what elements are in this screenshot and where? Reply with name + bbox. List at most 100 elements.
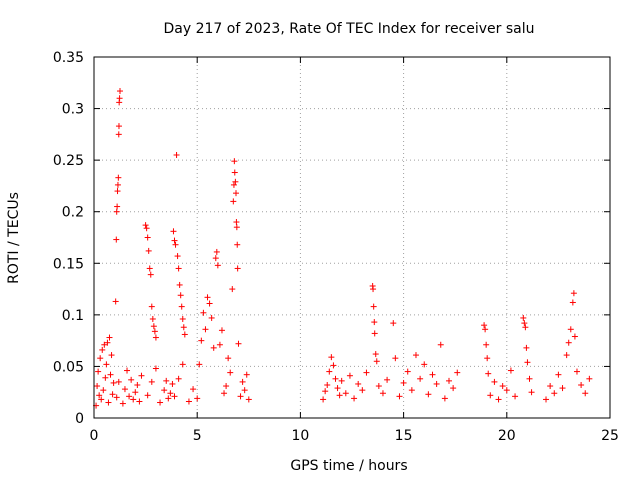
data-point [198,337,205,344]
data-point [115,174,122,181]
data-point [522,324,529,331]
data-point [441,395,448,402]
data-point [570,290,577,297]
data-point [370,286,377,293]
data-point [328,354,335,361]
y-tick-label: 0 [75,411,84,427]
data-point [392,355,399,362]
data-point [425,391,432,398]
data-point [98,396,105,403]
data-point [213,248,220,255]
data-point [372,351,379,358]
data-point [212,255,219,262]
data-point [390,320,397,327]
data-point [218,327,225,334]
data-point [233,190,240,197]
data-point [412,352,419,359]
x-tick-label: 5 [193,428,202,444]
y-axis-label: ROTI / TECUs [6,192,22,284]
x-tick-label: 15 [395,428,413,444]
grid-lines [94,57,610,418]
data-point [230,181,237,188]
data-point [171,393,178,400]
data-point [526,375,533,382]
data-point [450,385,457,392]
data-point [146,265,153,272]
y-tick-label: 0.25 [53,153,84,169]
data-point [175,265,182,272]
data-point [559,385,566,392]
data-point [396,393,403,400]
data-point [196,361,203,368]
chart-title: Day 217 of 2023, Rate Of TEC Index for r… [163,21,534,37]
data-point [175,375,182,382]
data-point [239,378,246,385]
data-point [547,383,554,390]
data-point [114,203,121,210]
data-point [487,392,494,399]
data-point [185,398,192,405]
x-tick-label: 20 [498,428,516,444]
data-point [571,333,578,340]
data-point [200,309,207,316]
data-point [105,399,112,406]
data-point [100,387,107,394]
data-point [379,390,386,397]
y-tick-label: 0.05 [53,359,84,375]
data-point [97,355,104,362]
data-point [108,352,115,359]
data-point [117,88,124,95]
data-point [491,378,498,385]
y-tick-label: 0.2 [62,205,84,221]
data-point [384,376,391,383]
y-tick-label: 0.1 [62,308,84,324]
data-point [484,355,491,362]
data-point [121,386,128,393]
data-point [241,387,248,394]
data-point [446,377,453,384]
data-point [578,381,585,388]
data-point [231,169,238,176]
data-point [324,381,331,388]
data-point [320,396,327,403]
data-point [142,222,149,229]
data-point [145,247,152,254]
data-point [119,400,126,407]
data-point [115,131,122,138]
data-point [326,368,333,375]
data-point [132,389,139,396]
data-point [363,369,370,376]
data-point [437,341,444,348]
data-point [115,123,122,130]
data-point [373,358,380,365]
data-point [371,319,378,326]
y-tick-label: 0.15 [53,256,84,272]
data-point [351,395,358,402]
data-point [204,294,211,301]
data-point [157,399,164,406]
data-point [102,374,109,381]
data-point [417,375,424,382]
data-point [138,372,145,379]
data-point [181,331,188,338]
data-point [495,396,502,403]
data-point [528,389,535,396]
data-point [221,390,228,397]
data-point [106,334,113,341]
data-point [171,237,178,244]
data-point [483,341,490,348]
data-point [130,396,137,403]
data-point [208,314,215,321]
data-point [143,225,150,232]
tick-labels: 0 5 10 15 20 25 0 0.05 0.1 0.15 0.2 0.25 0.3 0.35 [53,50,619,444]
data-point [163,377,170,384]
data-point [563,352,570,359]
data-point [194,395,201,402]
data-point [543,396,550,403]
data-point [136,398,143,405]
data-point [180,324,187,331]
data-point [179,361,186,368]
axis-ticks [93,56,611,419]
data-point [148,378,155,385]
data-point [481,322,488,329]
